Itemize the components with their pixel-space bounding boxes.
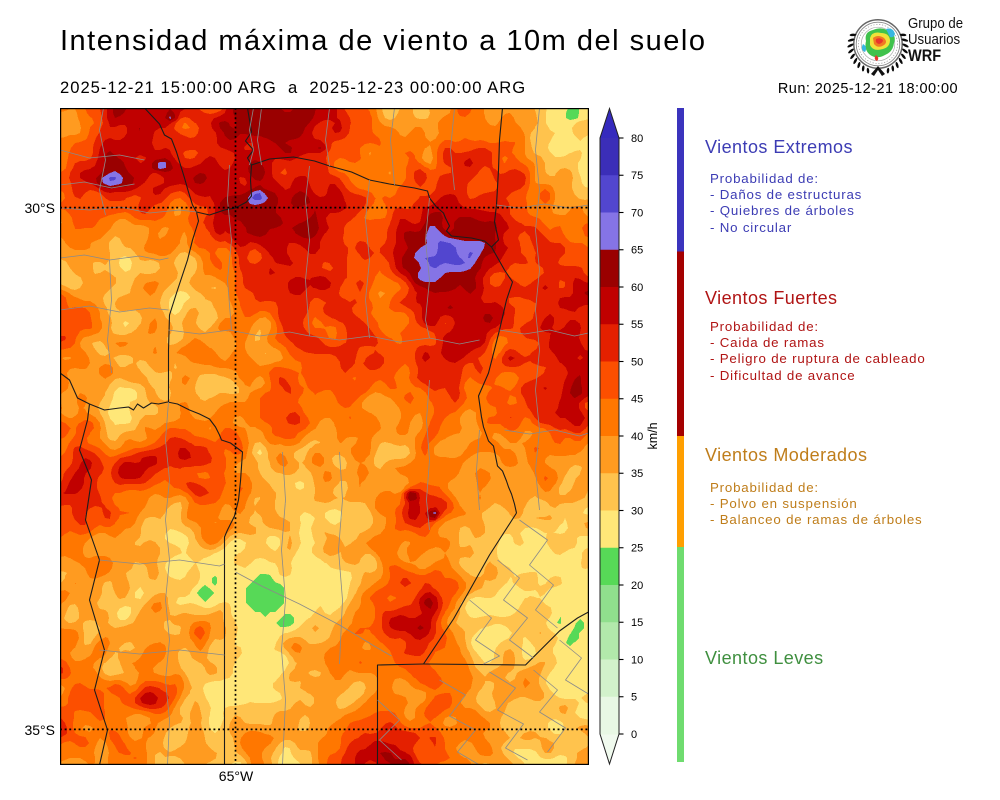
svg-text:km/h: km/h <box>646 422 660 449</box>
svg-text:65: 65 <box>631 245 643 257</box>
svg-text:60: 60 <box>631 282 643 294</box>
svg-text:15: 15 <box>631 617 643 629</box>
svg-text:0: 0 <box>631 729 637 741</box>
svg-text:70: 70 <box>631 207 643 219</box>
svg-text:75: 75 <box>631 170 643 182</box>
svg-text:55: 55 <box>631 319 643 331</box>
svg-text:10: 10 <box>631 654 643 666</box>
svg-text:50: 50 <box>631 356 643 368</box>
svg-text:80: 80 <box>631 133 643 145</box>
svg-text:35: 35 <box>631 468 643 480</box>
svg-text:40: 40 <box>631 431 643 443</box>
svg-text:20: 20 <box>631 580 643 592</box>
svg-text:25: 25 <box>631 543 643 555</box>
svg-text:30: 30 <box>631 505 643 517</box>
svg-text:45: 45 <box>631 394 643 406</box>
svg-text:5: 5 <box>631 692 637 704</box>
